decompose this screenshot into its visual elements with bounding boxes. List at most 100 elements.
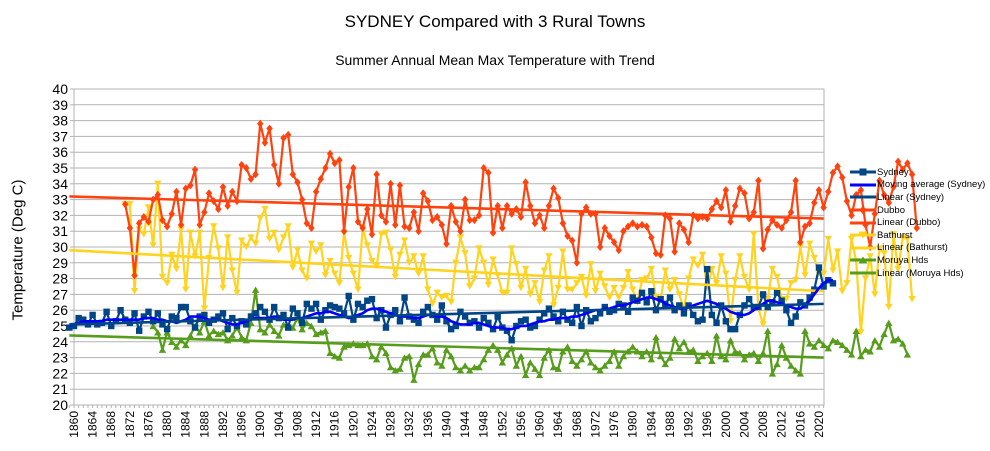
y-tick-label: 27 xyxy=(52,286,68,302)
legend-swatch-icon xyxy=(850,205,876,215)
legend-label: Dubbo xyxy=(877,204,905,216)
x-tick-label: 1916 xyxy=(328,411,342,438)
legend-swatch-icon xyxy=(850,195,876,199)
chart-title: SYDNEY Compared with 3 Rural Towns xyxy=(344,12,646,31)
series-linear-dubbo xyxy=(69,195,824,220)
x-tick-label: 1860 xyxy=(67,411,81,438)
x-tick-label: 1932 xyxy=(402,411,416,438)
legend-swatch-icon xyxy=(850,221,876,225)
legend-swatch-icon xyxy=(850,231,876,239)
x-tick-label: 1900 xyxy=(253,411,267,438)
x-tick-label: 1948 xyxy=(477,411,491,438)
x-tick-label: 1896 xyxy=(235,411,249,438)
legend-swatch-icon xyxy=(850,271,876,275)
legend-label: Sydney xyxy=(877,166,909,178)
series-linear-sydney xyxy=(69,302,824,326)
y-tick-label: 31 xyxy=(52,223,68,239)
x-tick-label: 1884 xyxy=(179,411,193,438)
legend-label: Moving average (Sydney) xyxy=(877,179,986,191)
y-tick-label: 22 xyxy=(52,365,68,381)
series-dubbo xyxy=(122,119,920,280)
chart-legend: Sydney Moving average (Sydney) Linear (Syd… xyxy=(850,166,985,279)
legend-label: Linear (Sydney) xyxy=(877,191,945,203)
x-tick-label: 1888 xyxy=(197,411,211,438)
x-tick-label: 2012 xyxy=(775,411,789,438)
x-tick-label: 2000 xyxy=(719,411,733,438)
y-tick-label: 37 xyxy=(52,128,68,144)
y-tick-label: 28 xyxy=(52,271,68,287)
legend-label: Linear (Dubbo) xyxy=(877,217,941,229)
y-tick-label: 30 xyxy=(52,239,68,255)
series-moving-average-sydney xyxy=(68,278,833,331)
y-tick-label: 36 xyxy=(52,144,68,160)
series-bathurst xyxy=(121,180,916,336)
legend-item: Moruya Hds xyxy=(850,254,985,267)
x-tick-label: 1864 xyxy=(86,411,100,438)
series-linear-bathurst xyxy=(69,248,824,293)
legend-item: Linear (Bathurst) xyxy=(850,242,985,255)
legend-item: Linear (Sydney) xyxy=(850,191,985,204)
legend-swatch-icon xyxy=(850,256,876,264)
x-tick-label: 1912 xyxy=(309,411,323,438)
y-tick-label: 25 xyxy=(52,318,68,334)
x-tick-label: 1940 xyxy=(439,411,453,438)
legend-item: Linear (Moruya Hds) xyxy=(850,267,985,280)
legend-swatch-icon xyxy=(850,246,876,250)
y-tick-label: 29 xyxy=(52,255,68,271)
x-tick-label: 1908 xyxy=(290,411,304,438)
legend-label: Moruya Hds xyxy=(877,254,929,266)
x-tick-label: 1924 xyxy=(365,411,379,438)
legend-label: Linear (Bathurst) xyxy=(877,242,948,254)
y-tick-label: 24 xyxy=(52,334,68,350)
x-tick-label: 1984 xyxy=(644,411,658,438)
x-tick-label: 1892 xyxy=(216,411,230,438)
y-tick-label: 26 xyxy=(52,302,68,318)
x-tick-label: 1956 xyxy=(514,411,528,438)
y-tick-label: 33 xyxy=(52,192,68,208)
x-tick-label: 1976 xyxy=(607,411,621,438)
x-tick-label: 1936 xyxy=(421,411,435,438)
x-tick-label: 1952 xyxy=(495,411,509,438)
legend-item: Linear (Dubbo) xyxy=(850,216,985,229)
x-tick-label: 1872 xyxy=(123,411,137,438)
x-tick-label: 2020 xyxy=(812,411,826,438)
y-tick-label: 39 xyxy=(52,97,68,113)
legend-label: Linear (Moruya Hds) xyxy=(877,267,964,279)
x-tick-label: 1988 xyxy=(663,411,677,438)
x-tick-label: 2016 xyxy=(793,411,807,438)
chart-subtitle: Summer Annual Mean Max Temperature with … xyxy=(335,52,655,68)
x-tick-label: 1964 xyxy=(551,411,565,438)
x-tick-label: 1996 xyxy=(700,411,714,438)
y-tick-label: 34 xyxy=(52,176,68,192)
x-tick-label: 1876 xyxy=(141,411,155,438)
x-tick-label: 1980 xyxy=(626,411,640,438)
series-linear-moruya-hds xyxy=(69,334,824,359)
x-tick-label: 1968 xyxy=(570,411,584,438)
plot-border xyxy=(73,88,825,406)
legend-label: Bathurst xyxy=(877,229,913,241)
y-tick-label: 21 xyxy=(52,381,68,397)
series-moruya-hds xyxy=(149,286,912,383)
legend-swatch-icon xyxy=(850,183,876,187)
x-tick-label: 1880 xyxy=(160,411,174,438)
legend-swatch-icon xyxy=(850,168,876,176)
y-tick-label: 20 xyxy=(52,397,68,413)
y-tick-label: 32 xyxy=(52,207,68,223)
y-tick-label: 35 xyxy=(52,160,68,176)
x-tick-label: 2008 xyxy=(756,411,770,438)
legend-item: Moving average (Sydney) xyxy=(850,179,985,192)
x-tick-label: 1904 xyxy=(272,411,286,438)
x-tick-label: 1928 xyxy=(384,411,398,438)
x-tick-label: 1920 xyxy=(346,411,360,438)
x-tick-label: 1992 xyxy=(682,411,696,438)
legend-item: Bathurst xyxy=(850,229,985,242)
legend-item: Dubbo xyxy=(850,204,985,217)
y-tick-label: 38 xyxy=(52,113,68,129)
legend-item: Sydney xyxy=(850,166,985,179)
x-tick-label: 1972 xyxy=(588,411,602,438)
y-tick-label: 23 xyxy=(52,350,68,366)
x-tick-label: 1960 xyxy=(533,411,547,438)
x-tick-label: 1868 xyxy=(104,411,118,438)
x-tick-label: 1944 xyxy=(458,411,472,438)
